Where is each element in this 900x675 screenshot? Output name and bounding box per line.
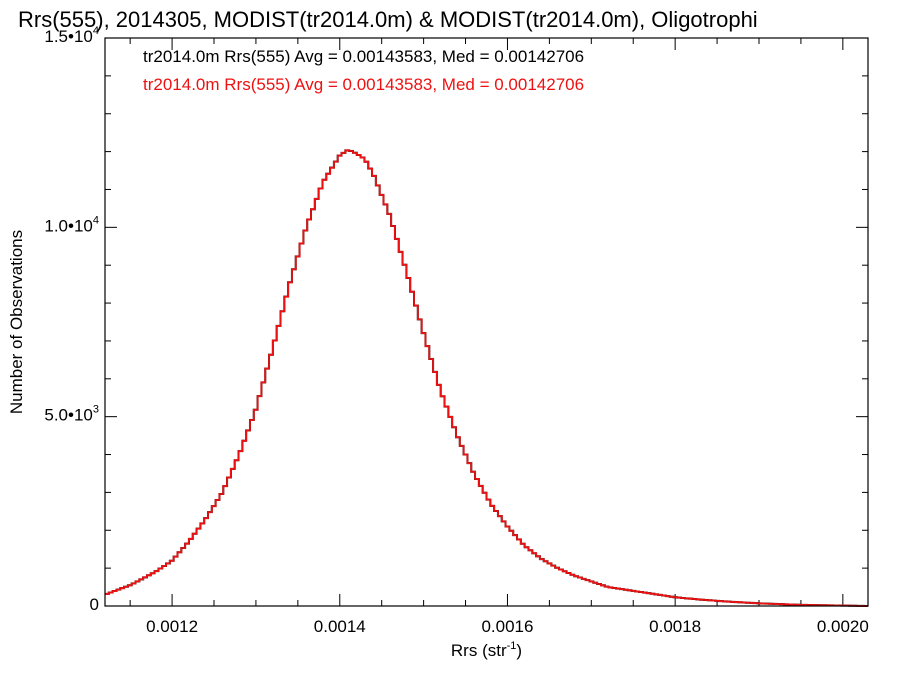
- x-tick-label: 0.0016: [481, 617, 533, 636]
- series-group: [105, 149, 868, 607]
- x-tick-label: 0.0014: [314, 617, 366, 636]
- x-tick-label: 0.0018: [649, 617, 701, 636]
- histogram-series-line-2: [105, 149, 868, 607]
- annotation-text: tr2014.0m Rrs(555) Avg = 0.00143583, Med…: [143, 47, 584, 66]
- annotation-group: tr2014.0m Rrs(555) Avg = 0.00143583, Med…: [143, 47, 584, 94]
- x-axis-label-tail: ): [516, 641, 522, 660]
- plot-area-frame: [104, 37, 869, 607]
- y-axis-label: Number of Observations: [7, 230, 26, 414]
- x-axis-label-sup: -1: [507, 640, 517, 652]
- x-axis-ticks: 0.0012 0.0014 0.0016 0.0018 0.0020: [129, 38, 869, 636]
- annotation-text: tr2014.0m Rrs(555) Avg = 0.00143583, Med…: [143, 75, 584, 94]
- chart-title: Rrs(555), 2014305, MODIST(tr2014.0m) & M…: [18, 7, 758, 32]
- y-tick-label: 0: [90, 595, 99, 614]
- y-tick-label: 1.5•104: [44, 25, 99, 46]
- y-tick-label: 5.0•103: [44, 404, 99, 425]
- y-tick-label: 1.0•104: [44, 214, 99, 235]
- x-tick-label: 0.0020: [817, 617, 869, 636]
- x-axis-label-base: Rrs (str: [451, 641, 507, 660]
- histogram-series-line-1: [105, 149, 868, 607]
- y-axis-ticks: 0 5.0•103 1.0•104 1.5•104: [44, 25, 868, 614]
- x-tick-label: 0.0012: [146, 617, 198, 636]
- x-axis-label: Rrs (str-1): [451, 640, 522, 660]
